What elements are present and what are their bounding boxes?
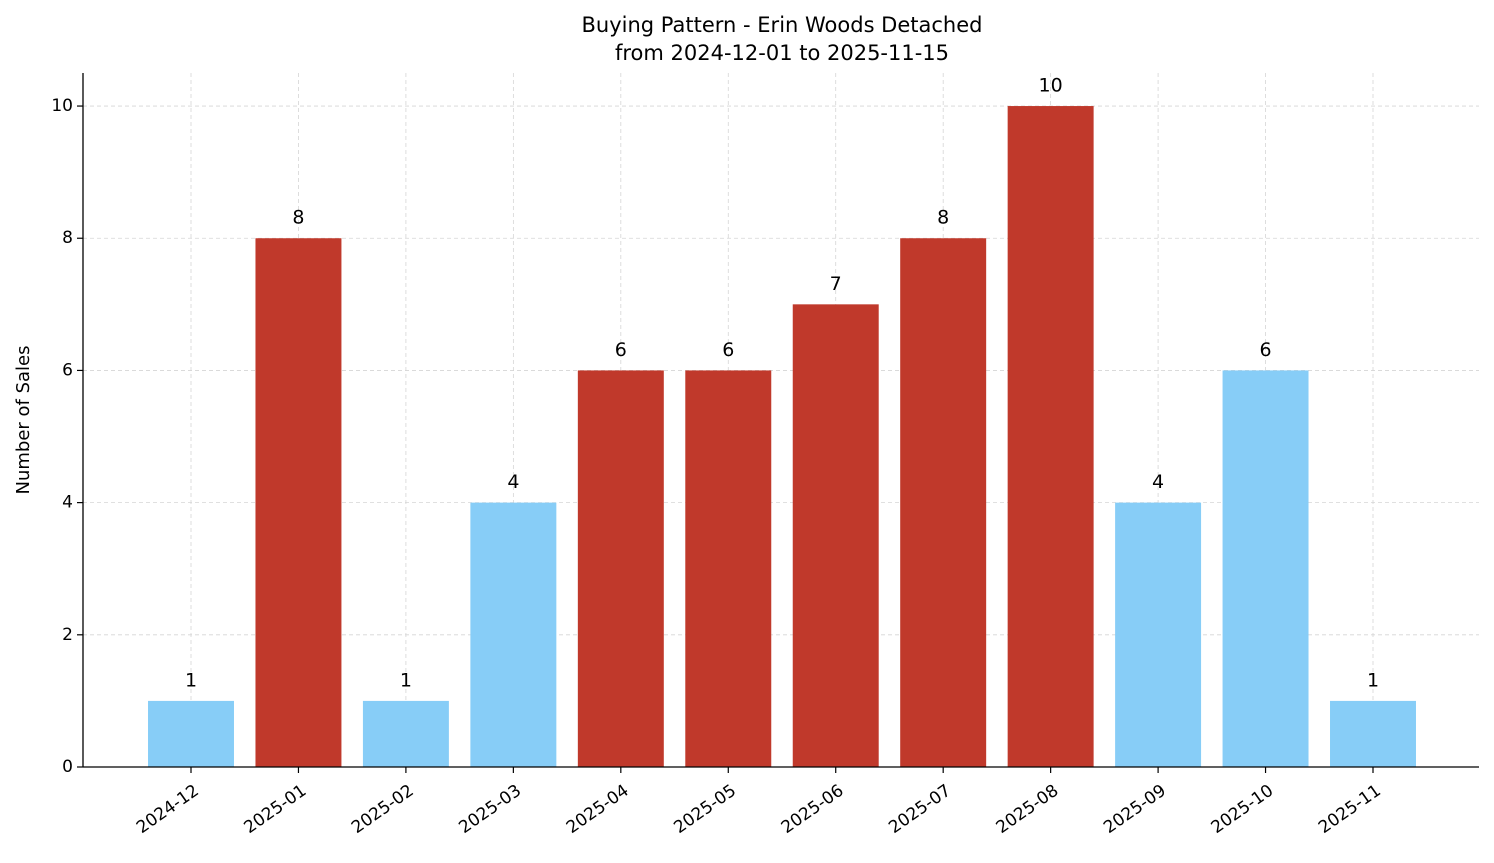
x-tick-label: 2025-03 <box>455 781 525 838</box>
bar <box>577 370 664 767</box>
y-tick-label: 0 <box>62 757 73 777</box>
x-tick-label: 2025-04 <box>563 781 633 838</box>
bar <box>255 238 342 767</box>
y-axis-label: Number of Sales <box>13 345 34 494</box>
value-label: 8 <box>937 207 949 229</box>
bars <box>148 106 1416 768</box>
x-tick-label: 2025-02 <box>348 781 418 838</box>
bar <box>1330 700 1416 767</box>
x-tick-label: 2025-09 <box>1100 781 1170 838</box>
chart-title: Buying Pattern - Erin Woods Detached <box>582 13 983 37</box>
value-label: 10 <box>1039 75 1063 97</box>
x-tick-label: 2025-11 <box>1315 781 1385 838</box>
y-tick-label: 8 <box>62 228 73 248</box>
value-label: 6 <box>615 339 627 361</box>
value-label: 1 <box>185 669 197 691</box>
y-tick-label: 4 <box>62 493 73 513</box>
value-label: 6 <box>722 339 734 361</box>
bar <box>1007 106 1094 768</box>
x-tick-label: 2025-01 <box>241 781 311 838</box>
y-tick-label: 2 <box>62 625 73 645</box>
value-label: 1 <box>400 669 412 691</box>
bar <box>1222 370 1309 767</box>
chart-subtitle: from 2024-12-01 to 2025-11-15 <box>615 41 949 65</box>
value-label: 8 <box>292 207 304 229</box>
bar <box>148 700 234 767</box>
value-label: 4 <box>1152 471 1164 493</box>
value-label: 1 <box>1367 669 1379 691</box>
value-label: 7 <box>830 273 842 295</box>
bar <box>470 502 557 767</box>
y-tick-label: 6 <box>62 360 73 380</box>
x-tick-label: 2025-06 <box>778 781 848 838</box>
x-tick-label: 2024-12 <box>133 781 203 838</box>
x-tick-label: 2025-10 <box>1208 781 1278 838</box>
bar <box>685 370 772 767</box>
x-tick-label: 2025-07 <box>885 781 955 838</box>
bar <box>900 238 987 767</box>
bar <box>792 304 879 767</box>
bar <box>362 700 449 767</box>
value-label: 4 <box>507 471 519 493</box>
y-tick-label: 10 <box>51 96 73 116</box>
bar <box>1115 502 1202 767</box>
x-tick-label: 2025-05 <box>670 781 740 838</box>
value-label: 6 <box>1259 339 1271 361</box>
x-tick-label: 2025-08 <box>993 781 1063 838</box>
